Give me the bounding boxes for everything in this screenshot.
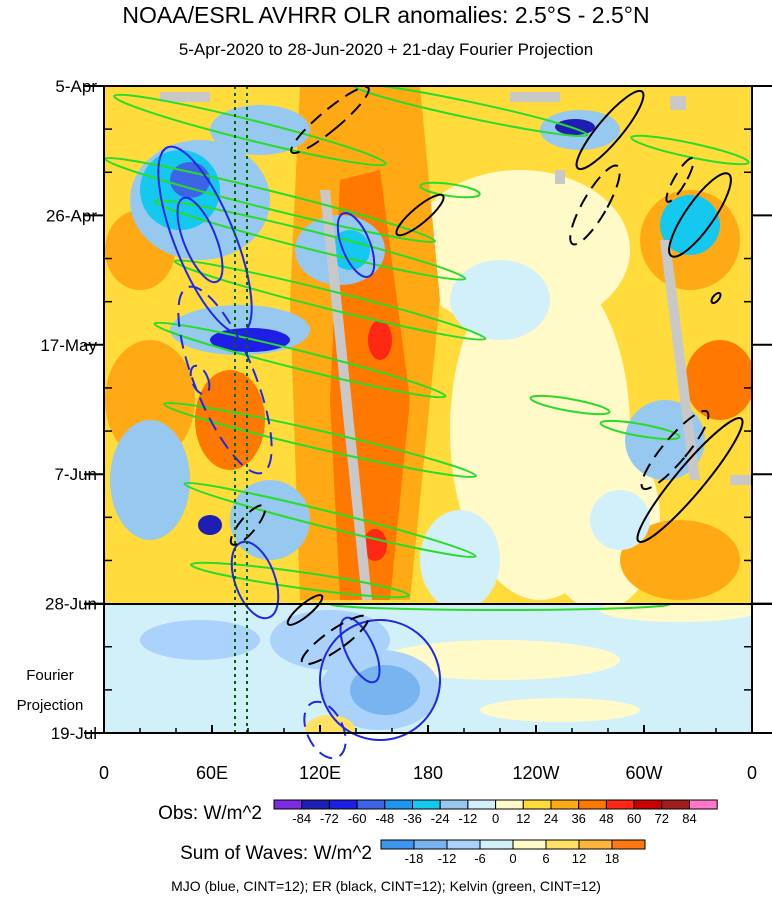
colorbar-level-label: -84 xyxy=(292,811,311,826)
colorbar-level-label: 48 xyxy=(599,811,613,826)
colorbar-swatch xyxy=(467,799,497,810)
colorbar-swatch xyxy=(605,799,635,810)
colorbar-level-label: -48 xyxy=(375,811,394,826)
colorbar-swatch xyxy=(689,799,718,810)
obs-legend-title: Obs: W/m^2 xyxy=(158,803,262,824)
colorbar-swatch xyxy=(633,799,663,810)
colorbar-level-label: 72 xyxy=(655,811,669,826)
er-contours xyxy=(229,85,744,666)
colorbar-level-label: 18 xyxy=(605,851,619,866)
colorbar-swatch xyxy=(578,839,613,850)
x-tick-label: 60E xyxy=(196,763,228,783)
colorbar-level-label: 60 xyxy=(627,811,641,826)
colorbar-level-label: 24 xyxy=(544,811,558,826)
colorbar-level-label: -12 xyxy=(459,811,478,826)
y-tick-label: 17-May xyxy=(40,336,97,355)
waves-colorbar: -18 -12 -6 0 6 12 18 xyxy=(380,839,646,866)
y-tick-label: 7-Jun xyxy=(54,465,97,484)
colorbar-swatch xyxy=(412,799,441,810)
colorbar-swatch xyxy=(273,799,303,810)
colorbar-swatch xyxy=(522,799,552,810)
x-axis-labels: 0 60E 120E 180 120W 60W 0 xyxy=(99,763,757,783)
chart-subtitle: 5-Apr-2020 to 28-Jun-2020 + 21-day Fouri… xyxy=(178,40,594,59)
colorbar-swatch xyxy=(611,839,646,850)
colorbar-swatch xyxy=(446,839,481,850)
x-tick-label: 120W xyxy=(512,763,559,783)
colorbar-level-label: -18 xyxy=(405,851,424,866)
colorbar-swatch xyxy=(661,799,690,810)
colorbar-swatch xyxy=(479,839,514,850)
colorbar-level-label: -6 xyxy=(474,851,486,866)
waves-legend-title: Sum of Waves: W/m^2 xyxy=(180,843,372,864)
kelvin-contours xyxy=(104,86,750,599)
colorbar-level-label: 12 xyxy=(572,851,586,866)
colorbar-swatch xyxy=(380,839,415,850)
colorbar-level-label: -60 xyxy=(348,811,367,826)
colorbar-swatch xyxy=(495,799,524,810)
colorbar-level-label: 0 xyxy=(509,851,516,866)
colorbar-level-label: 36 xyxy=(571,811,585,826)
colorbar-level-label: -24 xyxy=(431,811,450,826)
projected-waves-field xyxy=(104,604,752,733)
projection-label-line2: Projection xyxy=(17,697,84,714)
reference-meridians xyxy=(234,86,248,733)
mjo-contours xyxy=(157,145,441,760)
colorbar-swatch xyxy=(384,799,413,810)
colorbar-level-label: 12 xyxy=(516,811,530,826)
projection-label-line1: Fourier xyxy=(26,667,74,684)
y-tick-label: 26-Apr xyxy=(46,206,97,225)
x-tick-label: 0 xyxy=(99,763,109,783)
colorbar-level-label: 0 xyxy=(492,811,499,826)
colorbar-level-label: -12 xyxy=(438,851,457,866)
colorbar-swatch xyxy=(413,839,448,850)
colorbar-level-label: 84 xyxy=(682,811,696,826)
colorbar-level-label: -72 xyxy=(320,811,339,826)
axis-ticks xyxy=(84,85,772,734)
colorbar-level-label: -36 xyxy=(403,811,422,826)
x-tick-label: 60W xyxy=(625,763,662,783)
y-axis-labels: 5-Apr 26-Apr 17-May 7-Jun 28-Jun 19-Jul xyxy=(40,77,97,743)
colorbar-swatch xyxy=(550,799,580,810)
colorbar-swatch xyxy=(356,799,386,810)
y-tick-label: 28-Jun xyxy=(45,595,97,614)
colorbar-level-label: 6 xyxy=(542,851,549,866)
colorbar-swatch xyxy=(545,839,580,850)
observed-olr-field xyxy=(104,86,752,604)
x-tick-label: 0 xyxy=(747,763,757,783)
colorbar-swatch xyxy=(578,799,607,810)
obs-colorbar: -84 -72 -60 -48 -36 -24 -12 0 12 24 36 48 60 72 84 xyxy=(273,799,718,826)
y-tick-label: 5-Apr xyxy=(55,77,97,96)
y-tick-label: 19-Jul xyxy=(51,724,97,743)
x-tick-label: 120E xyxy=(299,763,341,783)
footer-note: MJO (blue, CINT=12); ER (black, CINT=12)… xyxy=(171,878,601,894)
chart-title: NOAA/ESRL AVHRR OLR anomalies: 2.5°S - 2… xyxy=(122,2,650,28)
colorbar-swatch xyxy=(301,799,330,810)
colorbar-swatch xyxy=(439,799,469,810)
x-tick-label: 180 xyxy=(413,763,443,783)
colorbar-swatch xyxy=(512,839,547,850)
colorbar-swatch xyxy=(328,799,358,810)
